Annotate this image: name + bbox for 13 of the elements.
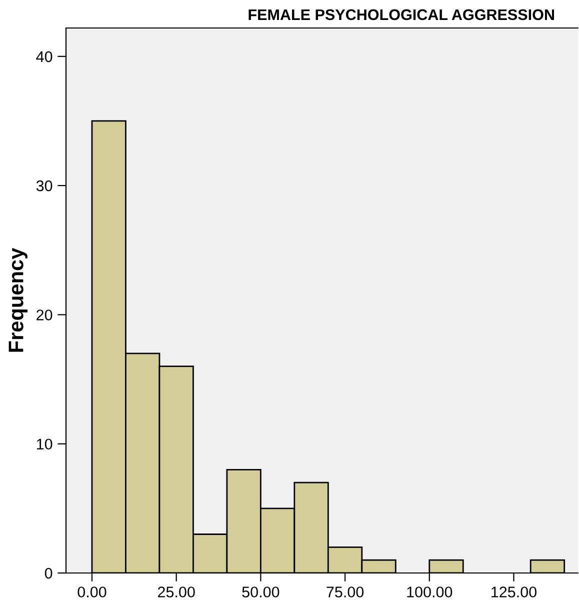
x-tick-label: 100.00	[407, 586, 452, 598]
x-tick-label: 25.00	[158, 586, 195, 598]
x-tick-label: 50.00	[242, 586, 280, 598]
x-tick-label: 125.00	[492, 586, 537, 598]
y-axis-title: Frequency	[8, 248, 28, 352]
chart-title: FEMALE PSYCHOLOGICAL AGGRESSION	[248, 9, 554, 20]
y-tick-label: 20	[36, 310, 52, 320]
y-tick-label: 10	[36, 438, 52, 450]
y-tick-label: 0	[44, 568, 52, 579]
y-tick-label: 40	[36, 51, 52, 62]
y-tick-label: 30	[36, 180, 52, 192]
x-tick-label: 75.00	[326, 586, 364, 598]
x-tick-label: 0.00	[78, 586, 106, 598]
